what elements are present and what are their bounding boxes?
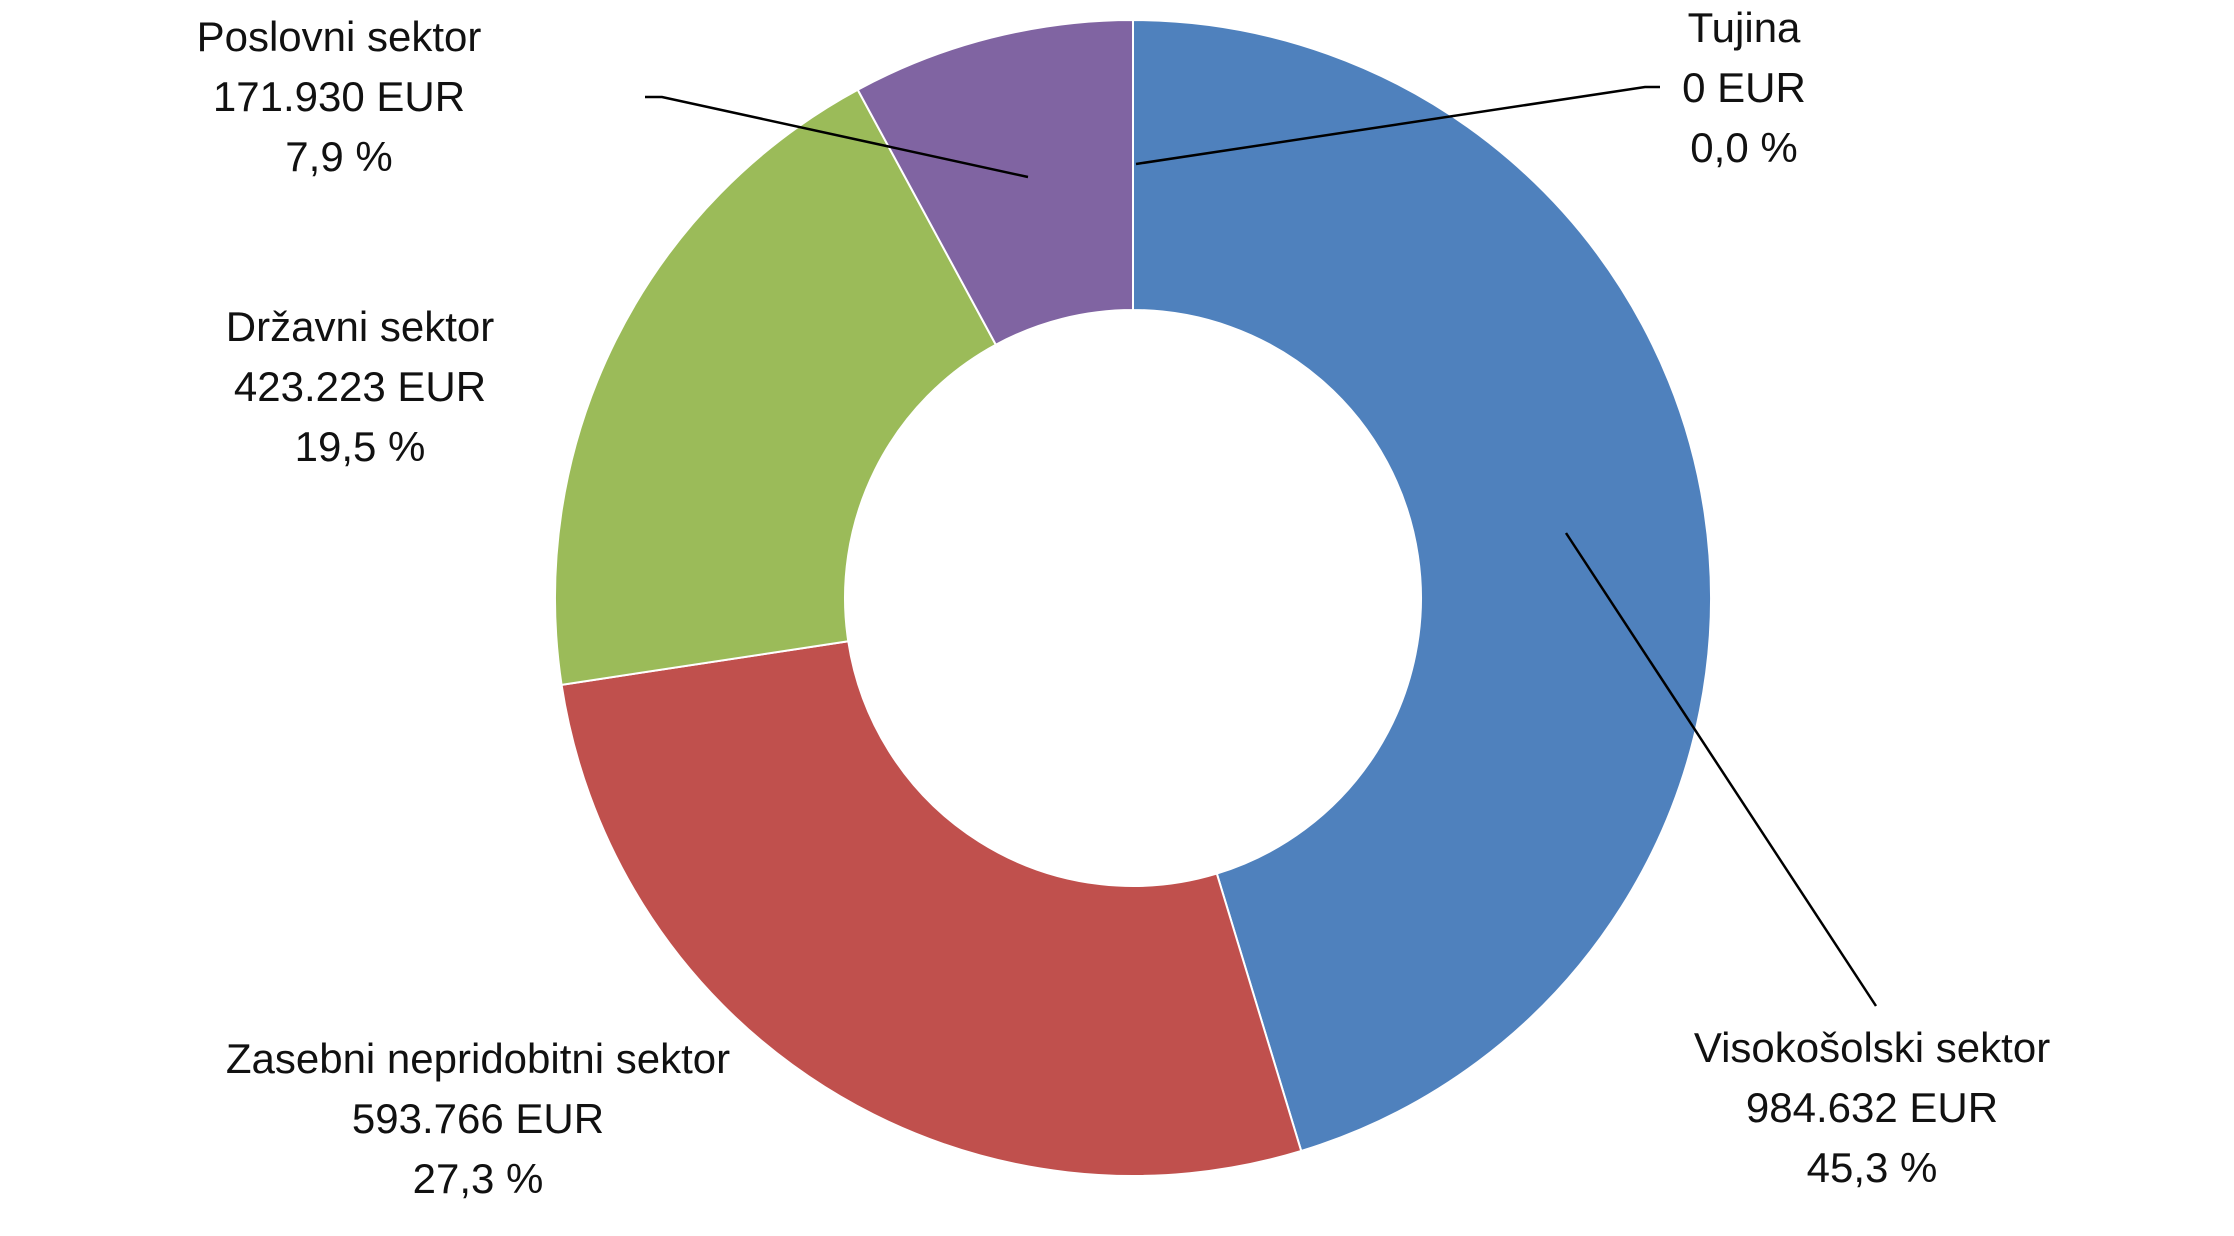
category-label: Visokošolski sektor — [1694, 1024, 2050, 1071]
slice-poslovni-sektor — [856, 18, 1134, 347]
leader-lines-group — [645, 85, 1878, 1007]
category-label: Državni sektor — [226, 303, 494, 350]
category-label: Tujina — [1688, 4, 1801, 51]
amount-label: 0 EUR — [1682, 64, 1806, 111]
slice-zasebni-nepridobitni-sektor — [560, 640, 1303, 1177]
amount-label: 171.930 EUR — [213, 73, 465, 120]
category-label: Poslovni sektor — [197, 13, 482, 60]
percent-label: 7,9 % — [285, 133, 392, 180]
amount-label: 593.766 EUR — [352, 1095, 604, 1142]
percent-label: 19,5 % — [295, 423, 426, 470]
slice-visoko-olski-sektor — [1132, 18, 1712, 1153]
slices-group — [554, 18, 1712, 1177]
leader-line — [1564, 532, 1878, 1007]
leader-line — [645, 95, 1029, 179]
percent-label: 45,3 % — [1807, 1144, 1938, 1191]
leader-line — [1135, 85, 1660, 166]
percent-label: 0,0 % — [1690, 124, 1797, 171]
amount-label: 984.632 EUR — [1746, 1084, 1998, 1131]
amount-label: 423.223 EUR — [234, 363, 486, 410]
labels-group: Visokošolski sektor 984.632 EUR 45,3 % Zase… — [197, 4, 2051, 1202]
percent-label: 27,3 % — [413, 1155, 544, 1202]
category-label: Zasebni nepridobitni sektor — [226, 1035, 730, 1082]
